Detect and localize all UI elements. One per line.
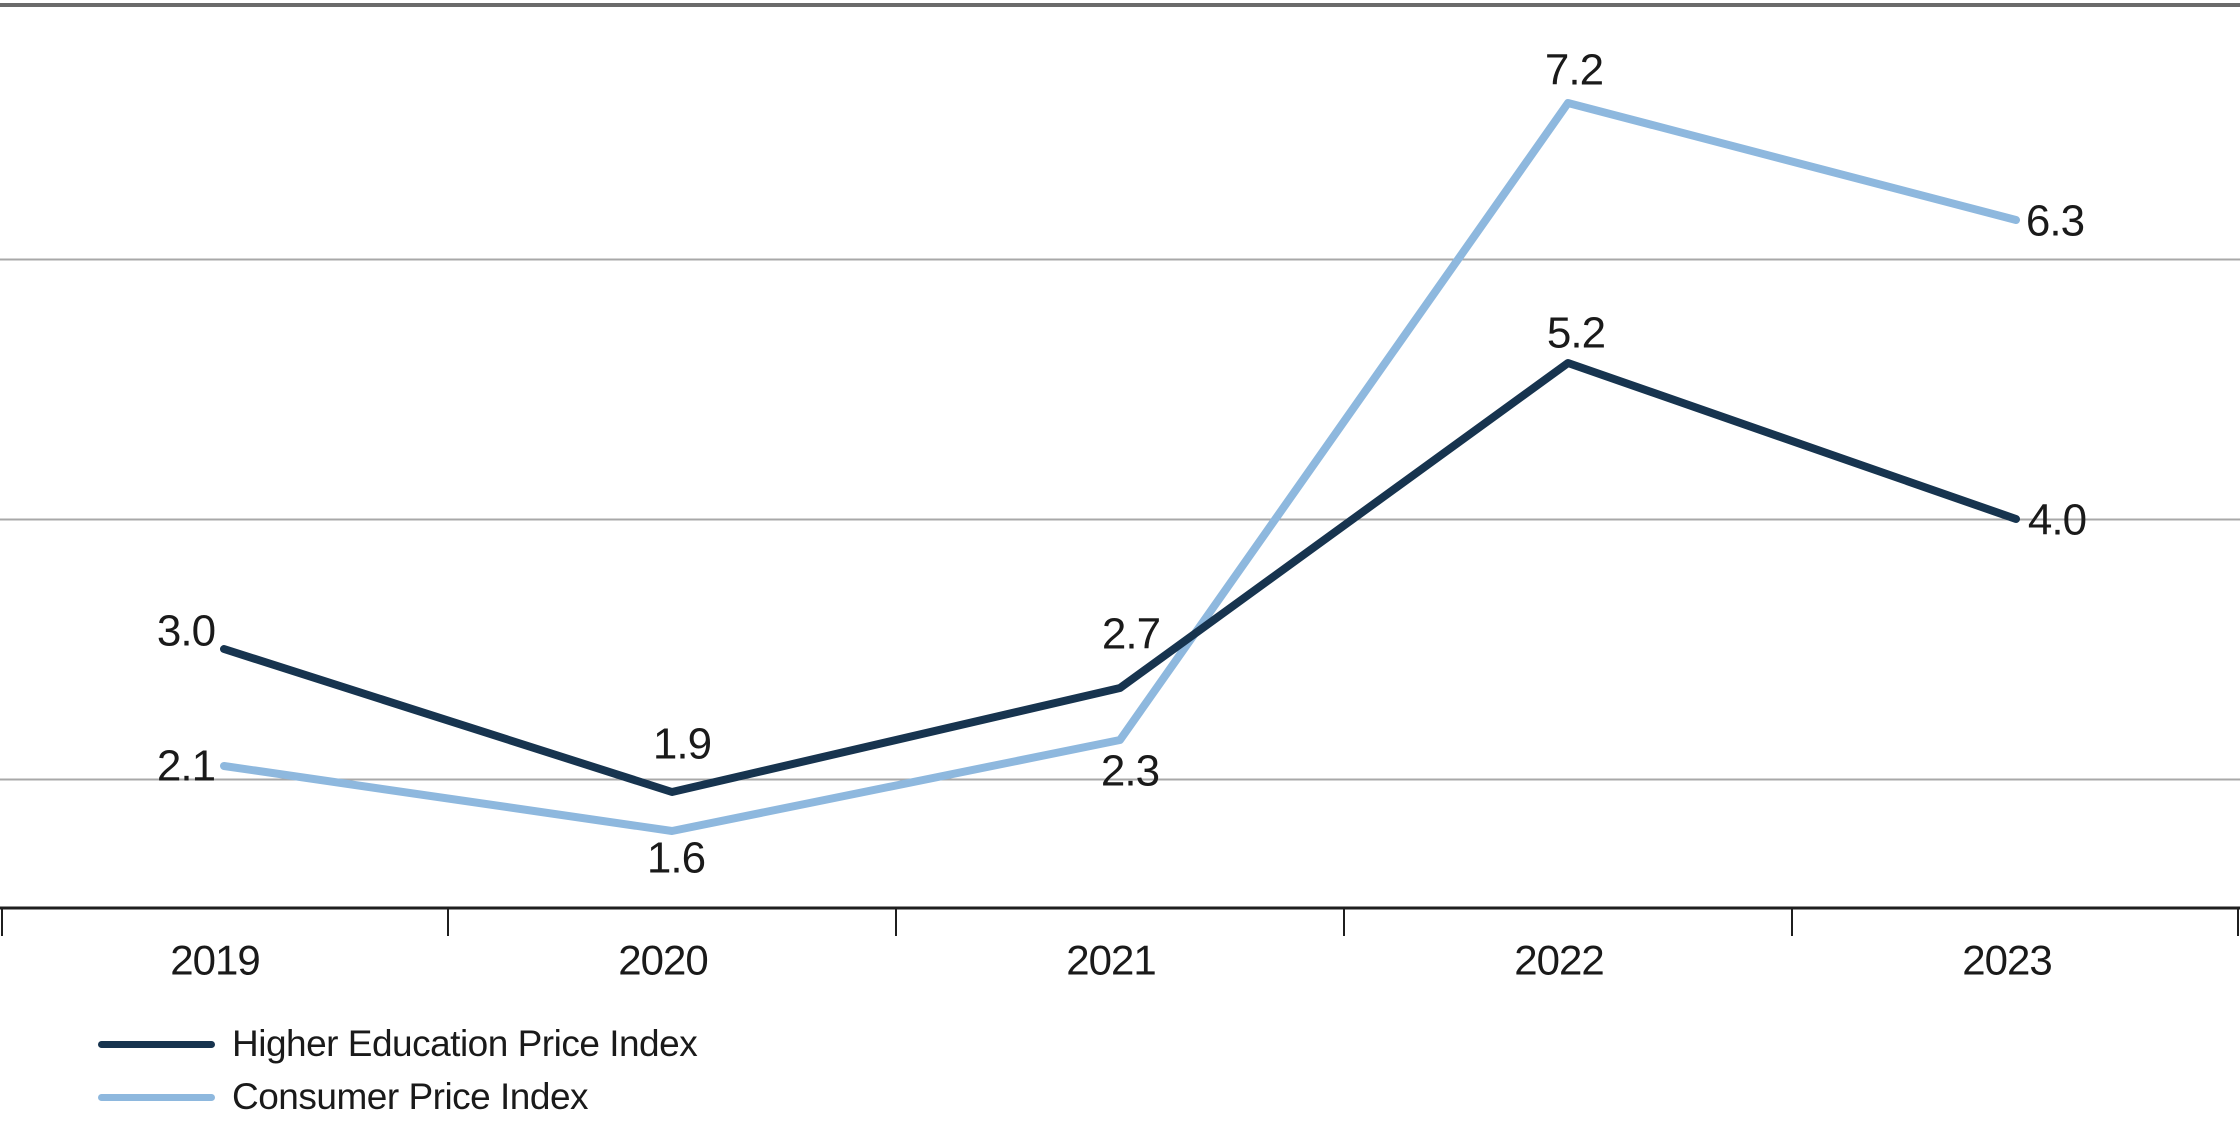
legend: Higher Education Price Index Consumer Pr…: [98, 1023, 698, 1117]
legend-label-hepi: Higher Education Price Index: [232, 1023, 698, 1064]
data-label-series0-2022: 5.2: [1547, 309, 1605, 358]
legend-label-cpi: Consumer Price Index: [232, 1076, 589, 1117]
cpi-line-swatch: [98, 1093, 215, 1101]
data-label-series1-2023: 6.3: [2026, 197, 2084, 246]
data-label-series1-2021: 2.3: [1101, 747, 1159, 796]
series-line-0: [220, 359, 2020, 796]
data-label-series0-2021: 2.7: [1102, 610, 1160, 659]
data-label-series0-2020: 1.9: [653, 720, 711, 769]
data-label-series0-2023: 4.0: [2028, 496, 2086, 545]
x-axis-label-2019: 2019: [170, 937, 259, 984]
x-axis-label-2021: 2021: [1066, 937, 1155, 984]
data-label-series0-2019: 3.0: [157, 607, 215, 656]
x-axis-label-2020: 2020: [618, 937, 707, 984]
series-line-1: [220, 99, 2020, 835]
data-label-series1-2022: 7.2: [1545, 46, 1603, 95]
data-label-series1-2020: 1.6: [647, 834, 705, 883]
legend-item-consumer-price-index: Consumer Price Index: [98, 1076, 697, 1117]
hepi-line-swatch: [98, 1040, 215, 1048]
data-label-series1-2019: 2.1: [157, 742, 215, 791]
x-axis-label-2023: 2023: [1962, 937, 2051, 984]
x-axis-label-2022: 2022: [1514, 937, 1603, 984]
legend-item-higher-education-price-index: Higher Education Price Index: [98, 1023, 698, 1064]
